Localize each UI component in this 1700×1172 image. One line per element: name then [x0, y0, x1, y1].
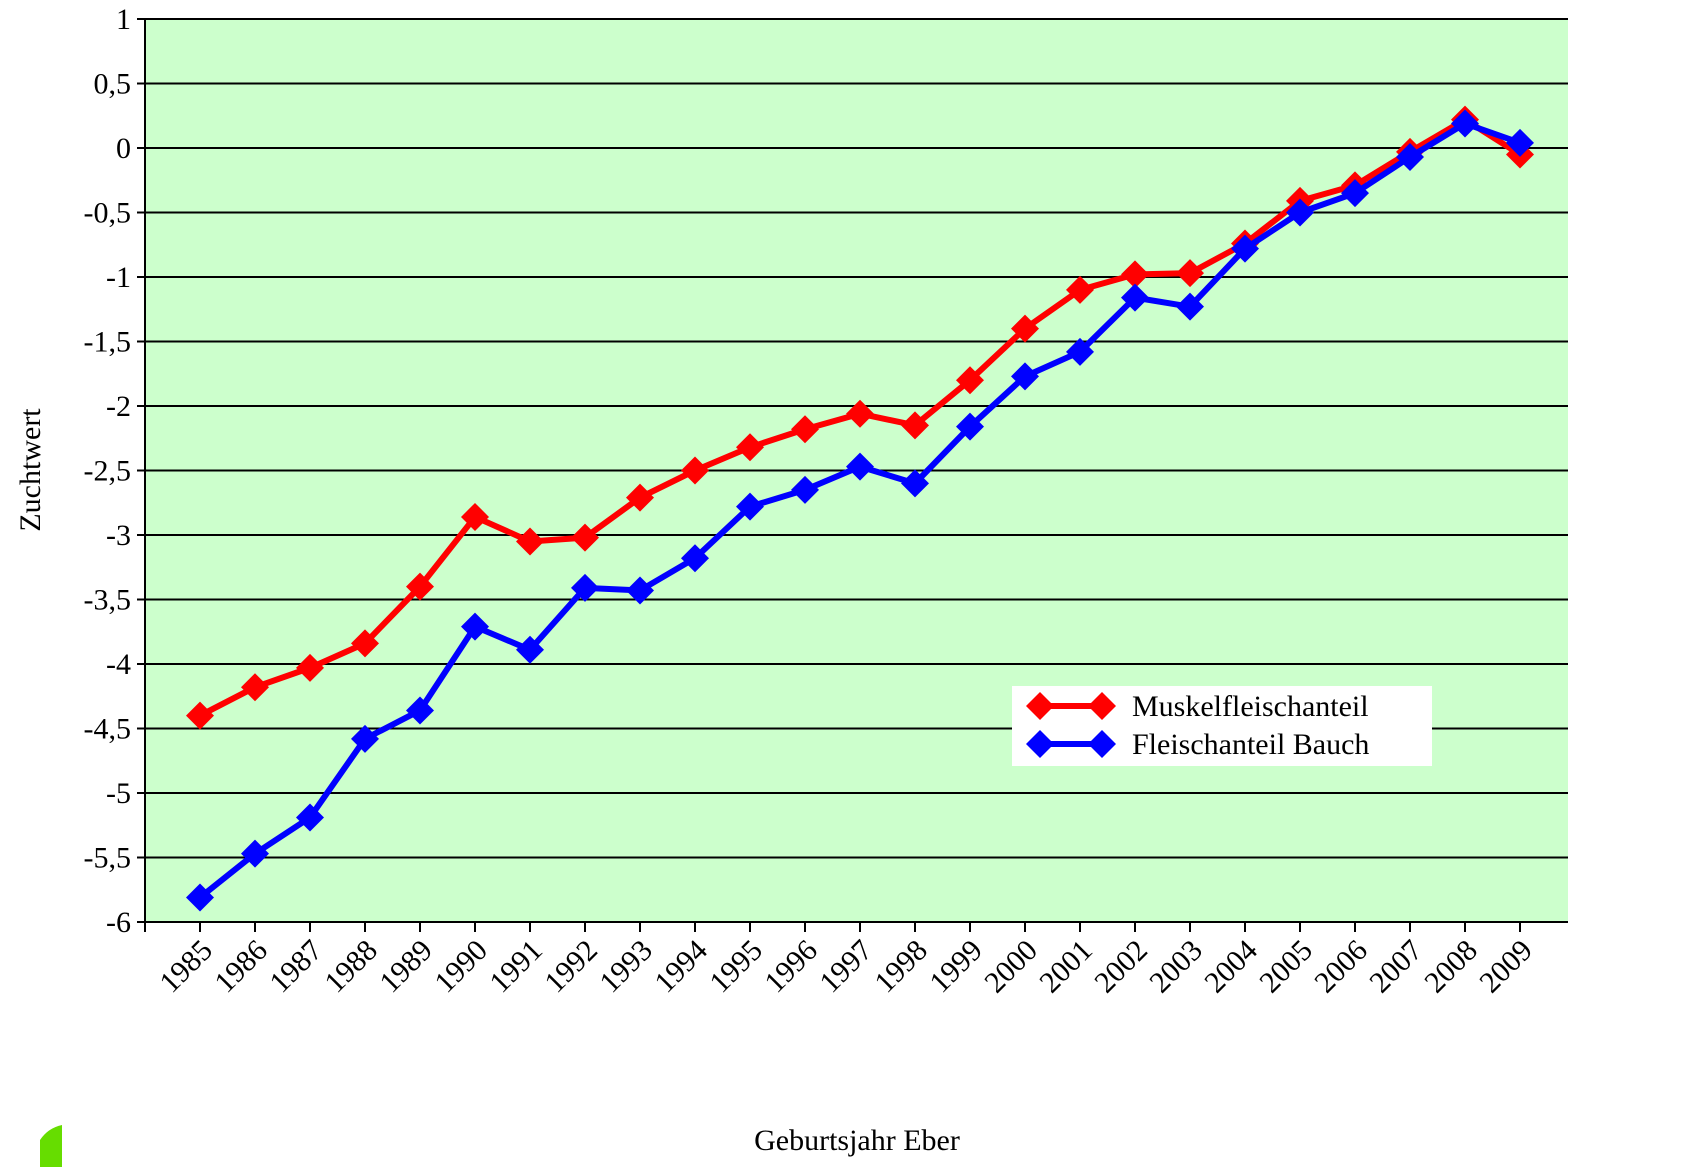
- marker: [791, 415, 819, 444]
- legend-label: Fleischanteil Bauch: [1132, 728, 1369, 761]
- marker: [1011, 362, 1039, 391]
- marker: [461, 612, 489, 641]
- marker: [846, 452, 874, 481]
- marker: [626, 483, 654, 512]
- marker: [186, 701, 214, 730]
- y-tick-label: -0,5: [84, 197, 132, 230]
- y-tick-label: 0,5: [94, 68, 132, 101]
- y-tick-label: -2: [106, 390, 131, 423]
- marker: [1231, 234, 1259, 263]
- legend-box: [1012, 686, 1432, 766]
- x-tick-label: 2001: [1033, 934, 1099, 1000]
- legend-marker: [1026, 730, 1054, 758]
- x-tick-label: 2002: [1088, 934, 1154, 1000]
- x-tick-label: 1998: [868, 934, 934, 1000]
- x-tick-label: 2000: [978, 934, 1044, 1000]
- x-tick-label: 1999: [923, 934, 989, 1000]
- marker: [1451, 109, 1479, 138]
- legend-marker: [1026, 692, 1054, 720]
- marker: [1396, 143, 1424, 172]
- marker: [1176, 292, 1204, 321]
- y-tick-label: -2,5: [84, 455, 132, 488]
- x-tick-label: 1990: [428, 934, 494, 1000]
- y-tick-label: 1: [116, 3, 131, 36]
- y-tick-label: -3: [106, 519, 131, 552]
- x-tick-label: 2004: [1198, 934, 1264, 1000]
- marker: [296, 803, 324, 832]
- marker: [736, 492, 764, 521]
- marker: [956, 366, 984, 395]
- marker: [1506, 128, 1534, 157]
- y-tick-label: -6: [106, 906, 131, 939]
- x-tick-label: 1992: [538, 934, 604, 1000]
- marker: [351, 724, 379, 753]
- legend-label: Muskelfleischanteil: [1132, 690, 1369, 723]
- marker: [736, 433, 764, 462]
- x-tick-label: 2008: [1418, 934, 1484, 1000]
- y-tick-label: -3,5: [84, 584, 132, 617]
- marker: [1066, 337, 1094, 366]
- marker: [1066, 275, 1094, 304]
- y-tick-label: -5,5: [84, 842, 132, 875]
- marker: [846, 399, 874, 428]
- x-tick-label: 2007: [1363, 934, 1429, 1000]
- x-tick-label: 1995: [703, 934, 769, 1000]
- marker: [351, 629, 379, 658]
- x-axis-label: Geburtsjahr Eber: [754, 1124, 960, 1157]
- x-tick-label: 2005: [1253, 934, 1319, 1000]
- y-tick-label: -1,5: [84, 326, 132, 359]
- y-tick-label: -4,5: [84, 713, 132, 746]
- x-tick-label: 2009: [1473, 934, 1539, 1000]
- x-tick-label: 1988: [318, 934, 384, 1000]
- x-tick-label: 1987: [263, 934, 329, 1000]
- marker: [1286, 198, 1314, 227]
- marker: [901, 411, 929, 440]
- x-tick-label: 1997: [813, 934, 879, 1000]
- marker: [571, 523, 599, 552]
- marker: [461, 502, 489, 531]
- x-tick-label: 1986: [208, 934, 274, 1000]
- marker: [956, 412, 984, 441]
- legend-marker: [1088, 730, 1116, 758]
- marker: [516, 635, 544, 664]
- marker: [681, 456, 709, 485]
- x-tick-label: 2006: [1308, 934, 1374, 1000]
- marker: [241, 673, 269, 702]
- marker: [681, 544, 709, 573]
- marker: [406, 572, 434, 601]
- x-tick-label: 2003: [1143, 934, 1209, 1000]
- y-tick-label: 0: [116, 132, 131, 165]
- x-tick-label: 1989: [373, 934, 439, 1000]
- marker: [1176, 259, 1204, 288]
- marker: [1011, 314, 1039, 343]
- marker: [516, 527, 544, 556]
- marker: [901, 469, 929, 498]
- marker: [1341, 179, 1369, 208]
- marker: [1121, 260, 1149, 289]
- x-tick-label: 1993: [593, 934, 659, 1000]
- x-tick-label: 1996: [758, 934, 824, 1000]
- marker: [186, 883, 214, 912]
- x-tick-label: 1991: [483, 934, 549, 1000]
- legend-marker: [1088, 692, 1116, 720]
- marker: [406, 696, 434, 725]
- marker: [296, 653, 324, 682]
- logo: [40, 1125, 62, 1167]
- marker: [241, 839, 269, 868]
- marker: [571, 573, 599, 602]
- y-tick-label: -1: [106, 261, 131, 294]
- y-axis-label: Zuchtwert: [14, 408, 47, 532]
- marker: [1121, 283, 1149, 312]
- y-tick-label: -5: [106, 777, 131, 810]
- y-tick-label: -4: [106, 648, 131, 681]
- marker: [626, 576, 654, 605]
- x-tick-label: 1994: [648, 934, 714, 1000]
- marker: [791, 475, 819, 504]
- x-tick-label: 1985: [153, 934, 219, 1000]
